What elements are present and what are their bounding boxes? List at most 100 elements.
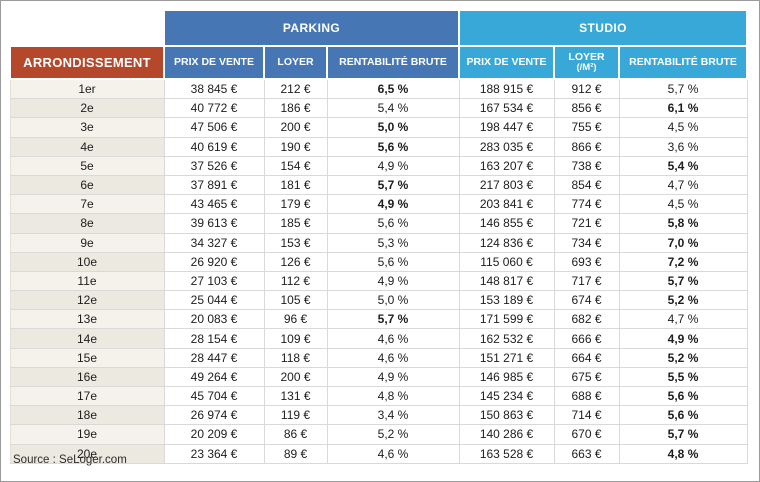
parking-prix-cell: 39 613 € bbox=[163, 213, 265, 234]
parking-rentabilite-cell: 4,9 % bbox=[326, 270, 460, 292]
table-row: 14e 28 154 €109 €4,6 % 162 532 €666 €4,9 % bbox=[9, 328, 748, 349]
parking-rentabilite-cell: 4,9 % bbox=[326, 155, 460, 176]
parking-prix-cell: 43 465 € bbox=[163, 194, 265, 215]
parking-prix-cell: 47 506 € bbox=[163, 117, 265, 138]
studio-loyer-cell: 734 € bbox=[553, 232, 620, 253]
parking-prix-cell: 26 920 € bbox=[163, 251, 265, 272]
parking-prix-cell: 20 083 € bbox=[163, 309, 265, 330]
studio-prix-cell: 163 528 € bbox=[458, 443, 555, 464]
corner-cell bbox=[10, 10, 164, 46]
table-row: 16e 49 264 €200 €4,9 % 146 985 €675 €5,5 % bbox=[9, 366, 748, 388]
arrondissement-cell: 14e bbox=[9, 328, 165, 349]
studio-rentabilite-cell: 5,6 % bbox=[618, 405, 748, 426]
arrondissement-cell: 7e bbox=[9, 194, 165, 215]
parking-loyer-cell: 186 € bbox=[263, 98, 328, 119]
studio-rentabilite-cell: 5,4 % bbox=[618, 155, 748, 176]
parking-loyer-cell: 200 € bbox=[263, 366, 328, 388]
studio-prix-cell: 217 803 € bbox=[458, 174, 555, 196]
parking-loyer-cell: 190 € bbox=[263, 136, 328, 157]
arrondissement-cell: 1er bbox=[9, 78, 165, 100]
parking-loyer-cell: 126 € bbox=[263, 251, 328, 272]
studio-rentabilite-brute-header: RENTABILITÉ BRUTE bbox=[618, 45, 749, 80]
parking-prix-cell: 28 154 € bbox=[163, 328, 265, 349]
parking-prix-cell: 37 526 € bbox=[163, 155, 265, 176]
arrondissement-cell: 9e bbox=[9, 232, 165, 253]
arrondissement-cell: 11e bbox=[9, 270, 165, 292]
parking-prix-cell: 27 103 € bbox=[163, 270, 265, 292]
table-row: 13e 20 083 €96 €5,7 % 171 599 €682 €4,7 % bbox=[9, 309, 748, 330]
arrondissement-cell: 20e bbox=[9, 443, 165, 464]
studio-group-header: STUDIO bbox=[458, 9, 749, 47]
studio-rentabilite-cell: 4,5 % bbox=[618, 194, 748, 215]
parking-prix-cell: 26 974 € bbox=[163, 405, 265, 426]
parking-prix-cell: 37 891 € bbox=[163, 174, 265, 196]
arrondissement-cell: 4e bbox=[9, 136, 165, 157]
table-row: 3e 47 506 €200 €5,0 % 198 447 €755 €4,5 % bbox=[9, 117, 748, 138]
studio-rentabilite-cell: 6,1 % bbox=[618, 98, 748, 119]
parking-rentabilite-cell: 6,5 % bbox=[326, 78, 460, 100]
parking-rentabilite-cell: 5,7 % bbox=[326, 174, 460, 196]
parking-prix-de-vente-header: PRIX DE VENTE bbox=[163, 45, 265, 80]
table-row: 17e 45 704 €131 €4,8 % 145 234 €688 €5,6 % bbox=[9, 385, 748, 407]
table-row: 4e 40 619 €190 €5,6 % 283 035 €866 €3,6 % bbox=[9, 136, 748, 157]
studio-loyer-cell: 755 € bbox=[553, 117, 620, 138]
studio-prix-cell: 146 855 € bbox=[458, 213, 555, 234]
studio-loyer-cell: 738 € bbox=[553, 155, 620, 176]
parking-loyer-cell: 86 € bbox=[263, 424, 328, 445]
parking-loyer-cell: 200 € bbox=[263, 117, 328, 138]
arrondissement-cell: 10e bbox=[9, 251, 165, 272]
parking-loyer-cell: 119 € bbox=[263, 405, 328, 426]
table-row: 5e 37 526 €154 €4,9 % 163 207 €738 €5,4 % bbox=[9, 155, 748, 176]
studio-rentabilite-cell: 4,8 % bbox=[618, 443, 748, 464]
parking-rentabilite-cell: 5,6 % bbox=[326, 136, 460, 157]
studio-rentabilite-cell: 5,7 % bbox=[618, 270, 748, 292]
studio-prix-cell: 115 060 € bbox=[458, 251, 555, 272]
studio-loyer-cell: 688 € bbox=[553, 385, 620, 407]
studio-prix-cell: 171 599 € bbox=[458, 309, 555, 330]
table-row: 18e 26 974 €119 €3,4 % 150 863 €714 €5,6 % bbox=[9, 405, 748, 426]
arrondissement-cell: 17e bbox=[9, 385, 165, 407]
studio-rentabilite-cell: 5,6 % bbox=[618, 385, 748, 407]
parking-rentabilite-cell: 3,4 % bbox=[326, 405, 460, 426]
table-row: 19e 20 209 €86 €5,2 % 140 286 €670 €5,7 % bbox=[9, 424, 748, 445]
studio-loyer-cell: 664 € bbox=[553, 347, 620, 368]
studio-loyer-cell: 682 € bbox=[553, 309, 620, 330]
table-row: 9e 34 327 €153 €5,3 % 124 836 €734 €7,0 % bbox=[9, 232, 748, 253]
table-row: 11e 27 103 €112 €4,9 % 148 817 €717 €5,7 % bbox=[9, 270, 748, 292]
parking-rentabilite-cell: 5,0 % bbox=[326, 117, 460, 138]
studio-prix-cell: 283 035 € bbox=[458, 136, 555, 157]
parking-loyer-cell: 153 € bbox=[263, 232, 328, 253]
arrondissement-header: ARRONDISSEMENT bbox=[9, 45, 165, 80]
studio-rentabilite-cell: 3,6 % bbox=[618, 136, 748, 157]
parking-loyer-cell: 109 € bbox=[263, 328, 328, 349]
parking-rentabilite-cell: 4,6 % bbox=[326, 347, 460, 368]
parking-rentabilite-cell: 4,9 % bbox=[326, 366, 460, 388]
studio-rentabilite-cell: 4,7 % bbox=[618, 309, 748, 330]
parking-loyer-cell: 179 € bbox=[263, 194, 328, 215]
studio-prix-cell: 167 534 € bbox=[458, 98, 555, 119]
parking-rentabilite-brute-header: RENTABILITÉ BRUTE bbox=[325, 45, 461, 80]
arrondissement-cell: 19e bbox=[9, 424, 165, 445]
studio-rentabilite-cell: 4,9 % bbox=[618, 328, 748, 349]
studio-loyer-cell: 693 € bbox=[553, 251, 620, 272]
studio-prix-cell: 188 915 € bbox=[458, 78, 555, 100]
studio-loyer-cell: 663 € bbox=[553, 443, 620, 464]
studio-rentabilite-cell: 5,2 % bbox=[618, 290, 748, 311]
source-caption: Source : SeLoger.com bbox=[13, 454, 127, 466]
studio-loyer-cell: 674 € bbox=[553, 290, 620, 311]
table-row: 7e 43 465 €179 €4,9 % 203 841 €774 €4,5 % bbox=[9, 194, 748, 215]
parking-loyer-cell: 154 € bbox=[263, 155, 328, 176]
parking-rentabilite-cell: 4,6 % bbox=[326, 328, 460, 349]
studio-prix-de-vente-header: PRIX DE VENTE bbox=[458, 45, 556, 80]
column-header-row: ARRONDISSEMENT PRIX DE VENTE LOYER RENTA… bbox=[9, 45, 749, 80]
parking-rentabilite-cell: 5,4 % bbox=[326, 98, 460, 119]
studio-prix-cell: 162 532 € bbox=[458, 328, 555, 349]
studio-rentabilite-cell: 7,0 % bbox=[618, 232, 748, 253]
studio-loyer-cell: 866 € bbox=[553, 136, 620, 157]
studio-loyer-cell: 721 € bbox=[553, 213, 620, 234]
studio-prix-cell: 146 985 € bbox=[458, 366, 555, 388]
parking-loyer-cell: 105 € bbox=[263, 290, 328, 311]
studio-prix-cell: 203 841 € bbox=[458, 194, 555, 215]
studio-prix-cell: 198 447 € bbox=[458, 117, 555, 138]
